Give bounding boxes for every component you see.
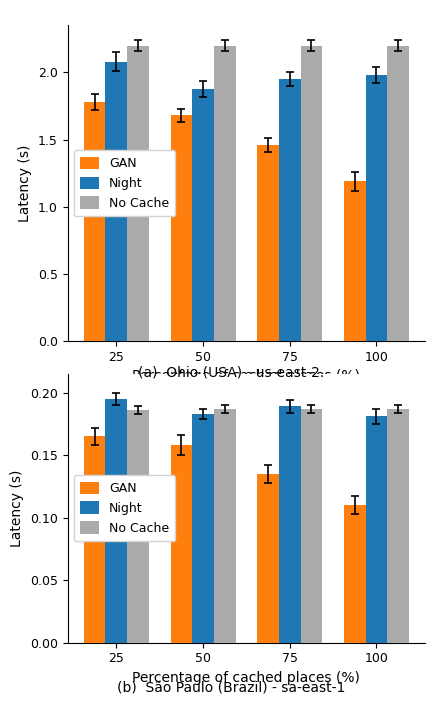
Y-axis label: Latency (s): Latency (s) [18, 144, 32, 222]
Bar [344, 182, 365, 341]
Bar [127, 46, 149, 341]
Bar [170, 115, 192, 341]
Bar [300, 409, 322, 643]
Bar [106, 62, 127, 341]
Text: (b)  São Paulo (Brazil) - sa-east-1: (b) São Paulo (Brazil) - sa-east-1 [117, 680, 345, 694]
Y-axis label: Latency (s): Latency (s) [10, 470, 24, 547]
Bar [279, 407, 300, 643]
Legend: GAN, Night, No Cache: GAN, Night, No Cache [74, 150, 175, 216]
Bar [106, 399, 127, 643]
Bar [84, 436, 106, 643]
Bar [192, 414, 214, 643]
Bar [387, 409, 409, 643]
Bar [387, 46, 409, 341]
Text: (a)  Ohio (USA) - us-east-2.: (a) Ohio (USA) - us-east-2. [138, 365, 324, 379]
Bar [214, 46, 235, 341]
Bar [192, 89, 214, 341]
Bar [365, 75, 387, 341]
Bar [257, 145, 279, 341]
X-axis label: Percentage of cached places (%): Percentage of cached places (%) [133, 671, 360, 685]
Bar [127, 410, 149, 643]
Legend: GAN, Night, No Cache: GAN, Night, No Cache [74, 476, 175, 541]
Bar [300, 46, 322, 341]
Bar [170, 445, 192, 643]
Bar [344, 505, 365, 643]
Bar [257, 474, 279, 643]
Bar [84, 102, 106, 341]
Bar [365, 417, 387, 643]
Bar [279, 79, 300, 341]
Bar [214, 409, 235, 643]
X-axis label: Percentage of cached places (%): Percentage of cached places (%) [133, 370, 360, 383]
